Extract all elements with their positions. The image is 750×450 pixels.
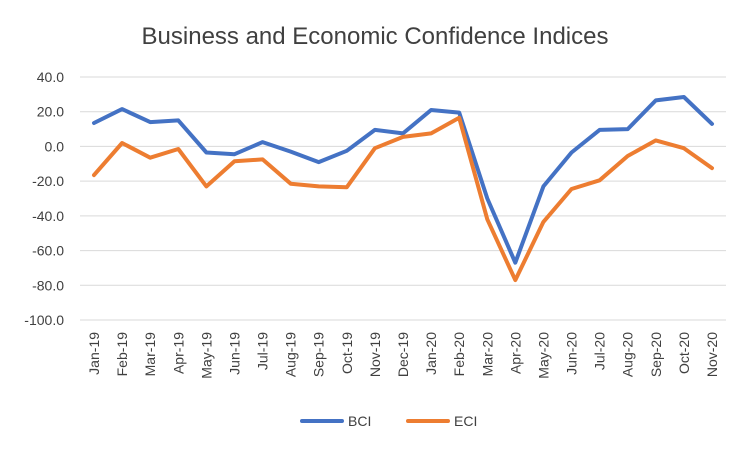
legend-label-eci: ECI [454,413,477,429]
x-tick-label: Aug-19 [283,332,299,377]
series-line-eci [92,115,714,283]
x-tick-label: Jan-19 [86,332,102,375]
x-tick-label: Nov-20 [704,332,720,377]
series-line-bci [92,95,714,265]
y-tick-label: 20.0 [37,104,64,120]
x-tick-label: May-19 [198,332,214,379]
x-tick-label: Jun-20 [564,332,580,375]
x-tick-label: Sep-20 [648,332,664,377]
chart-title: Business and Economic Confidence Indices [142,23,609,50]
x-tick-label: Mar-19 [142,332,158,377]
x-tick-label: Jun-19 [226,332,242,375]
y-tick-label: -60.0 [32,243,64,259]
x-tick-label: Jul-19 [255,332,271,370]
y-tick-label: -80.0 [32,277,64,293]
x-tick-label: Oct-19 [339,332,355,374]
series-lines [92,95,714,283]
y-tick-label: 0.0 [45,138,65,154]
x-tick-label: Aug-20 [620,332,636,377]
x-tick-label: Dec-19 [395,332,411,377]
x-tick-label: Jan-20 [423,332,439,375]
x-tick-label: Mar-20 [479,332,495,377]
x-tick-label: Apr-19 [170,332,186,374]
x-tick-label: Sep-19 [311,332,327,377]
x-axis-tick-labels: Jan-19 Feb-19 Mar-19 Apr-19 May-19 Jun-19 Jul-… [86,332,720,379]
y-tick-label: -100.0 [24,312,64,328]
y-tick-label: -20.0 [32,173,64,189]
x-tick-label: Jul-20 [592,332,608,370]
x-tick-label: Feb-20 [451,332,467,377]
x-tick-label: Apr-20 [507,332,523,374]
legend-label-bci: BCI [348,413,371,429]
y-tick-label: -40.0 [32,208,64,224]
y-tick-label: 40.0 [37,69,64,85]
legend: BCI ECI [300,413,477,429]
x-tick-label: Nov-19 [367,332,383,377]
x-tick-label: May-20 [535,332,551,379]
x-tick-label: Feb-19 [114,332,130,377]
y-axis-tick-labels: 40.0 20.0 0.0 -20.0 -40.0 -60.0 -80.0 -100.0 [24,69,64,328]
x-tick-label: Oct-20 [676,332,692,374]
gridlines [80,76,726,321]
